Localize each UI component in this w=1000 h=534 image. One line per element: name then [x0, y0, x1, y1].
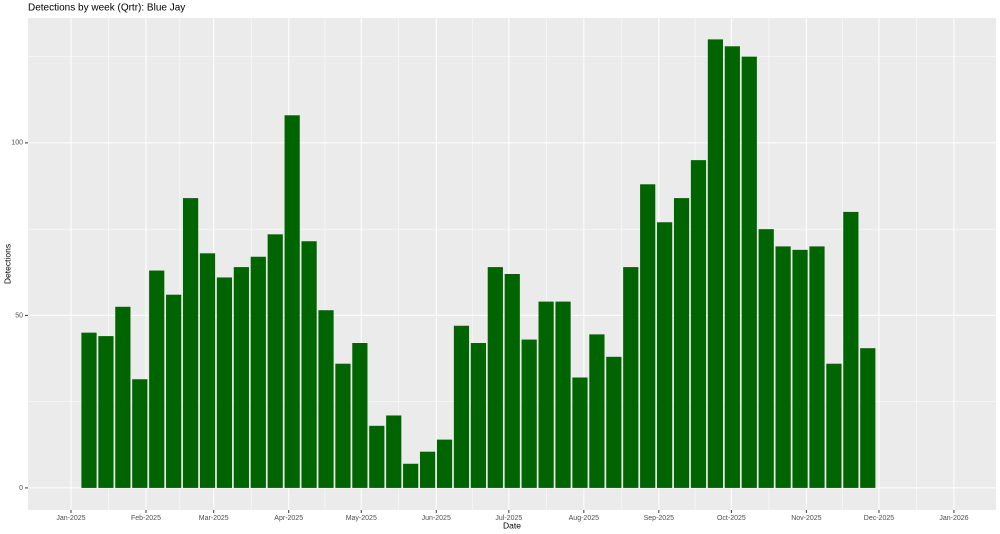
bar [589, 334, 605, 488]
bar [132, 379, 148, 488]
x-tick-label: Aug-2025 [569, 515, 599, 522]
bar [335, 363, 351, 488]
bar [386, 415, 402, 488]
x-axis-title: Date [503, 520, 521, 530]
bar [420, 451, 436, 488]
y-tick-label: 100 [11, 140, 23, 147]
y-axis-title: Detections [2, 244, 12, 284]
x-tick-label: Jul-2025 [495, 515, 522, 522]
bar [199, 253, 216, 488]
bar [233, 267, 249, 488]
bar [572, 377, 588, 488]
bar [487, 267, 503, 488]
bar [657, 222, 673, 488]
bar [843, 211, 859, 488]
bar [758, 229, 774, 488]
bar [640, 184, 656, 488]
bar [216, 277, 233, 488]
x-tick-label: Feb-2025 [131, 515, 161, 522]
bar [606, 356, 622, 488]
bar [826, 363, 842, 488]
x-tick-label: Dec-2025 [864, 515, 894, 522]
bar [724, 46, 740, 488]
bar [81, 332, 97, 488]
bar [809, 246, 825, 488]
bar [166, 294, 182, 488]
bar [250, 256, 266, 488]
bar [792, 249, 808, 488]
bar [182, 198, 199, 488]
bar [470, 343, 486, 488]
bar [623, 267, 639, 488]
x-tick-label: Sep-2025 [644, 515, 674, 522]
bar [741, 56, 757, 488]
x-tick-label: Jan-2026 [939, 515, 968, 522]
x-tick-label: Mar-2025 [199, 515, 229, 522]
x-tick-label: Nov-2025 [791, 515, 821, 522]
y-tick-label: 50 [15, 312, 23, 319]
x-tick-label: Apr-2025 [274, 515, 303, 522]
bar [284, 115, 300, 488]
bar [115, 306, 131, 488]
bar [538, 301, 554, 488]
bar [403, 463, 419, 488]
bar [267, 234, 283, 488]
x-tick-label: Jan-2025 [56, 515, 85, 522]
bar [860, 348, 876, 488]
bar [673, 198, 690, 488]
bar [453, 325, 470, 488]
bar [352, 343, 368, 488]
x-tick-label: May-2025 [346, 515, 377, 522]
bar [436, 439, 453, 488]
bar [369, 425, 385, 488]
bar [301, 241, 317, 488]
bar [504, 274, 520, 488]
bar [318, 310, 334, 488]
bar [98, 336, 114, 488]
x-tick-label: Jun-2025 [422, 515, 451, 522]
bar [707, 39, 724, 488]
bar [521, 339, 537, 488]
chart-title: Detections by week (Qrtr): Blue Jay [28, 3, 185, 14]
bar [149, 270, 165, 488]
bar [775, 246, 791, 488]
bar [690, 160, 707, 488]
x-tick-label: Oct-2025 [717, 515, 746, 522]
bar [555, 301, 571, 488]
y-tick-label: 0 [19, 485, 23, 492]
